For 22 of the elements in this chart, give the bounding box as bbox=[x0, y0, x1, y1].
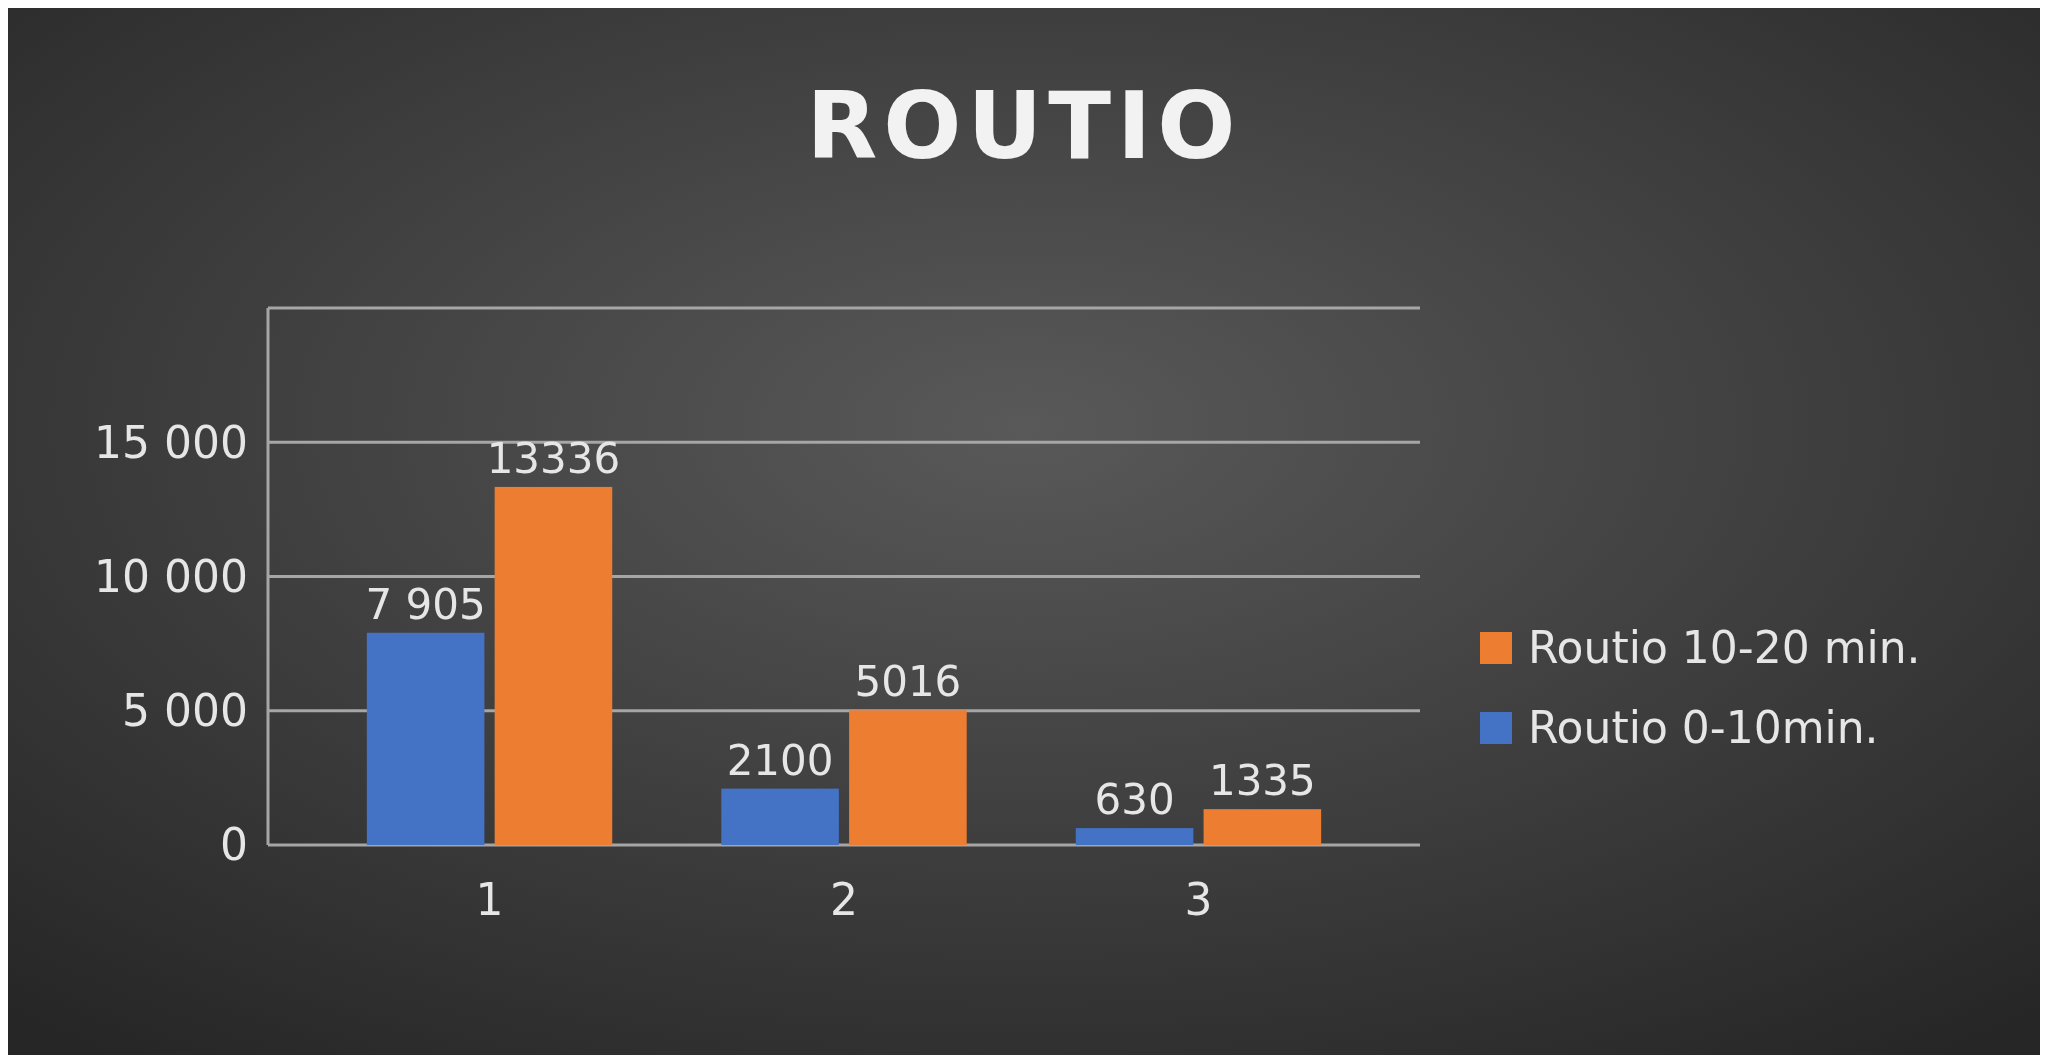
bar bbox=[849, 710, 967, 845]
x-tick-label: 1 bbox=[475, 874, 504, 925]
data-label: 5016 bbox=[854, 657, 962, 707]
y-tick-label: 0 bbox=[220, 819, 248, 871]
data-label: 13336 bbox=[486, 433, 621, 483]
bar bbox=[494, 486, 613, 845]
data-label: 1335 bbox=[1208, 756, 1316, 806]
chart-title: ROUTIO bbox=[806, 73, 1242, 180]
data-label: 630 bbox=[1094, 775, 1175, 825]
legend-label: Routio 0-10min. bbox=[1528, 702, 1879, 754]
y-tick-label: 10 000 bbox=[94, 550, 248, 602]
x-tick-label: 2 bbox=[830, 874, 858, 925]
y-tick-label: 15 000 bbox=[94, 416, 248, 468]
data-label: 7 905 bbox=[365, 579, 486, 629]
y-tick-label: 5 000 bbox=[122, 685, 248, 737]
data-label: 2100 bbox=[726, 735, 834, 785]
x-tick-label: 3 bbox=[1184, 874, 1213, 925]
bar bbox=[1075, 828, 1194, 845]
bar bbox=[721, 788, 839, 845]
bar bbox=[1203, 809, 1322, 845]
bar bbox=[366, 632, 485, 845]
legend-label: Routio 10-20 min. bbox=[1528, 622, 1921, 674]
